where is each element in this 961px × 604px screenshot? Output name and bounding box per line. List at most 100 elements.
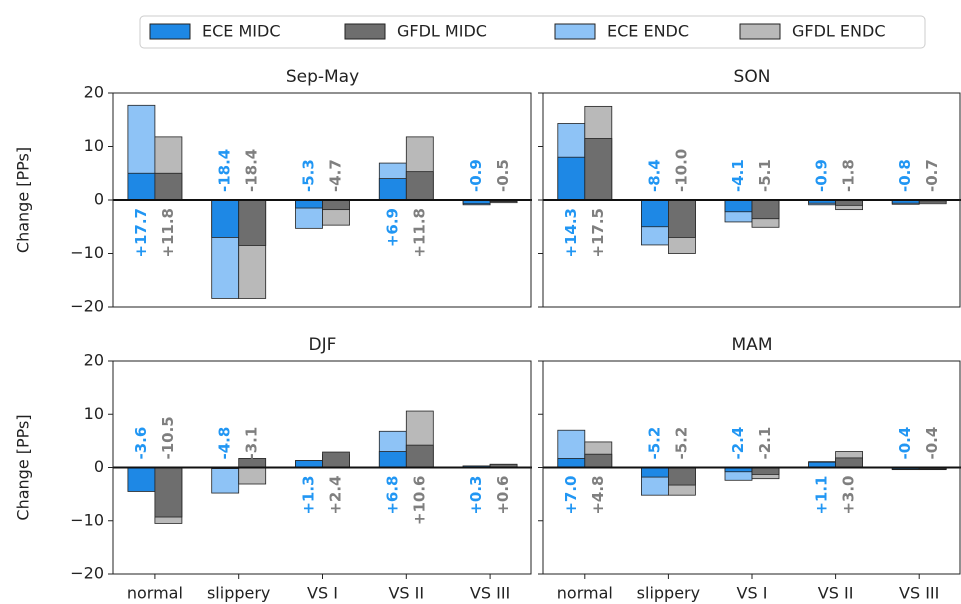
value-label: +6.8 [383,476,401,515]
legend: ECE MIDC GFDL MIDC ECE ENDC GFDL ENDC [139,15,926,49]
value-label: +11.8 [159,208,177,258]
x-tick-label: VS III [470,584,510,603]
legend-label: ECE MIDC [202,22,281,41]
bar [405,444,434,468]
value-label: -0.8 [896,159,914,192]
value-label: -3.1 [243,427,261,460]
panel: Sep-May −20 −10 0 10 20 Change [PPs] +17.7 -18.4… [14,67,532,316]
bar [668,467,696,486]
x-tick-label: VS III [899,584,939,603]
value-label: -0.5 [494,159,512,192]
bar [378,451,407,468]
bar [584,453,613,468]
legend-label: GFDL ENDC [792,22,886,41]
legend-swatch [739,23,781,40]
legend-label: GFDL MIDC [397,22,487,41]
panel-title: SON [734,67,771,87]
legend-swatch [554,23,596,40]
value-label: +3.0 [840,476,858,515]
x-tick-label: slippery [637,584,700,603]
y-axis-label: Change [PPs] [14,147,33,253]
value-label: -4.1 [729,159,747,192]
value-label: +10.6 [410,476,428,526]
legend-swatch [149,23,191,40]
value-label: -3.6 [132,427,150,460]
panel: MAM +7.0 -5.2 -2.4 +1.1 -0.4 +4.8 -5.2 -2.1 +3.0 -… [538,335,961,603]
y-axis-label: Change [PPs] [14,414,33,520]
x-tick-label: normal [557,584,613,603]
panel-title: DJF [309,335,337,355]
value-label: -5.1 [756,159,774,192]
y-tick-label: 10 [84,136,104,155]
y-tick-label: 20 [84,351,104,370]
bar [405,171,434,201]
y-tick-label: 10 [84,404,104,423]
bar [378,178,407,201]
x-tick-label: slippery [207,584,270,603]
bar [641,467,669,478]
value-label: +11.8 [410,208,428,258]
value-label: -10.5 [159,416,177,459]
value-label: -5.3 [300,159,318,192]
panel: SON +14.3 -8.4 -4.1 -0.9 -0.8 +17.5 -10.0 -5.1 -1… [538,67,961,308]
axes-frame [112,92,532,308]
value-label: -8.4 [645,159,663,192]
y-tick-label: −10 [70,243,104,262]
value-label: -2.4 [729,427,747,460]
value-label: +14.3 [562,208,580,258]
value-label: +2.4 [327,476,345,515]
y-tick-label: −20 [70,564,104,583]
value-label: -4.8 [216,427,234,460]
value-label: -0.7 [923,159,941,192]
bar [295,460,323,468]
bar [835,457,863,468]
value-label: -5.2 [645,427,663,460]
legend-swatch [344,23,386,40]
panel: DJF −20 −10 0 10 20 Change [PPs] -3.6 -4.8 +1.3 +6… [14,335,532,603]
value-label: -10.0 [672,149,690,192]
x-tick-label: VS I [737,584,768,603]
value-label: +0.6 [494,475,512,514]
bar [641,199,669,228]
legend-label: ECE ENDC [607,22,689,41]
value-label: -18.4 [243,149,261,192]
bar [127,467,156,492]
y-tick-label: 0 [94,457,104,476]
bar [154,172,183,201]
value-label: +17.7 [132,208,150,258]
bar [724,199,753,213]
bar [238,467,267,485]
bar [322,199,350,211]
x-tick-label: VS II [388,584,424,603]
bar [751,199,780,220]
bar [238,199,267,246]
value-label: +1.1 [813,476,831,515]
bar [751,467,780,475]
value-label: -0.4 [896,427,914,460]
value-label: -5.2 [672,427,690,460]
value-label: -0.9 [813,159,831,192]
value-label: +0.3 [467,475,485,514]
value-label: -0.9 [467,159,485,192]
axes-frame [542,92,961,308]
bar [322,451,350,468]
y-tick-label: 0 [94,190,104,209]
bar [211,467,240,494]
value-label: -18.4 [216,149,234,192]
value-label: -2.1 [756,427,774,460]
bar [211,199,240,238]
value-label: +17.5 [589,208,607,258]
value-label: -1.8 [840,159,858,192]
bar [557,458,586,468]
value-label: +4.8 [589,476,607,515]
bar [584,138,613,201]
y-tick-label: −10 [70,510,104,529]
panel-title: MAM [732,335,773,355]
value-label: +6.9 [383,208,401,247]
bar [154,467,183,518]
value-label: +1.3 [300,476,318,515]
x-tick-label: VS I [307,584,338,603]
y-tick-label: −20 [70,297,104,316]
bar [295,199,323,209]
value-label: +7.0 [562,476,580,515]
